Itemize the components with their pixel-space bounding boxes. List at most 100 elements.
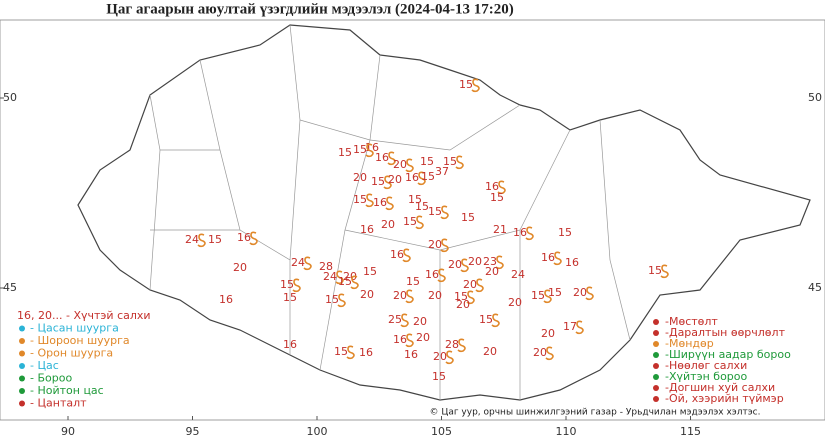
wind-label: 15	[280, 278, 294, 291]
legend-symbol	[653, 319, 659, 325]
dust-storm-symbol	[440, 238, 449, 253]
wind-label: 16	[219, 293, 233, 306]
wind-label: 20	[573, 286, 587, 299]
dust-storm-symbol	[292, 278, 301, 293]
legend-label: - Орон шуурга	[30, 347, 113, 360]
legend-symbol	[653, 374, 659, 380]
dust-storm-symbol	[437, 268, 446, 283]
wind-label: 28	[319, 260, 333, 273]
dust-storm-symbol	[417, 171, 426, 186]
wind-label: 23	[483, 255, 497, 268]
wind-label: 20	[428, 238, 442, 251]
wind-label: 15	[403, 215, 417, 228]
wind-label: 20	[413, 315, 427, 328]
wind-label: 20	[393, 289, 407, 302]
legend-label: 16, 20... - Хүчтэй салхи	[17, 309, 151, 322]
wind-label: 15	[338, 275, 352, 288]
wind-label: 15	[428, 205, 442, 218]
wind-label: 15	[558, 226, 572, 239]
lon-tick-label: 95	[186, 425, 200, 438]
wind-label: 20	[393, 158, 407, 171]
dust-storm-symbol	[405, 158, 414, 173]
lon-tick-label: 90	[61, 425, 75, 438]
wind-label: 16	[360, 223, 374, 236]
wind-label: 15	[443, 155, 457, 168]
legend-symbol	[19, 325, 25, 332]
dust-storm-symbol	[365, 143, 374, 158]
dust-storm-symbol	[585, 286, 594, 301]
dust-storm-symbol	[440, 205, 449, 220]
dust-storm-symbol	[402, 248, 411, 263]
wind-label: 20	[388, 173, 402, 186]
legend-symbol	[653, 341, 659, 347]
dust-storm-symbol	[553, 251, 562, 266]
legend-symbol	[19, 375, 25, 382]
lon-tick-label: 100	[307, 425, 328, 438]
wind-label: 37	[435, 165, 449, 178]
wind-label: 16	[485, 180, 499, 193]
wind-label: 15	[648, 264, 662, 277]
wind-label: 20	[343, 270, 357, 283]
wind-label: 20	[360, 288, 374, 301]
dust-storm-symbol	[660, 264, 669, 279]
wind-label: 24	[511, 268, 525, 281]
dust-storm-symbol	[575, 320, 584, 335]
wind-label: 15	[454, 290, 468, 303]
legend-label: - Цасан шуурга	[30, 322, 119, 335]
wind-label: 15	[353, 143, 367, 156]
lon-tick-label: 115	[680, 425, 701, 438]
wind-label: 16	[359, 346, 373, 359]
legend-symbol	[653, 385, 659, 391]
wind-label: 20	[508, 296, 522, 309]
dust-storm-symbol	[383, 175, 392, 190]
dust-storm-symbol	[350, 275, 359, 290]
dust-storm-symbol	[405, 289, 414, 304]
lon-tick-label: 105	[431, 425, 452, 438]
dust-storm-symbol	[197, 233, 206, 248]
wind-label: 20	[381, 218, 395, 231]
credit: © Цаг уур, орчны шинжилгээний газар - Ур…	[429, 408, 760, 418]
wind-label: 16	[405, 171, 419, 184]
wind-label: 20	[353, 171, 367, 184]
wind-label: 20	[428, 289, 442, 302]
legend-label: -Ширүүн аадар бороо	[665, 348, 791, 361]
dust-storm-symbol	[460, 258, 469, 273]
legend-symbol	[19, 400, 25, 407]
dust-storm-symbol	[387, 151, 396, 166]
wind-label: 16	[373, 196, 387, 209]
dust-storm-symbol	[525, 226, 534, 241]
wind-label: 15	[531, 289, 545, 302]
dust-storm-symbol	[335, 270, 344, 285]
wind-label: 15	[353, 193, 367, 206]
legend-symbol	[19, 363, 25, 369]
wind-label: 15	[283, 291, 297, 304]
wind-label: 15	[415, 200, 429, 213]
wind-label: 16	[393, 333, 407, 346]
wind-label: 15	[325, 293, 339, 306]
wind-label: 15	[371, 175, 385, 188]
legend-label: - Нойтон цас	[30, 384, 104, 397]
wind-label: 16	[513, 226, 527, 239]
dust-storm-symbol	[491, 313, 500, 328]
dust-storm-symbol	[385, 196, 394, 211]
dust-storm-symbol	[495, 255, 504, 270]
legend-label: - Бороо	[30, 372, 72, 385]
wind-label: 21	[493, 223, 507, 236]
wind-label: 20	[468, 255, 482, 268]
legend-symbol	[653, 330, 659, 336]
wind-label: 15	[334, 345, 348, 358]
wind-label: 20	[416, 331, 430, 344]
wind-label: 20	[433, 350, 447, 363]
legend-symbol	[19, 338, 25, 344]
legend-label: -Догшин хуй салхи	[665, 381, 775, 394]
legend-label: -Ой, хээрийн түймэр	[665, 392, 784, 405]
legend-label: - Цас	[30, 359, 59, 372]
wind-label: 28	[445, 338, 459, 351]
lat-tick-label: 45	[808, 281, 822, 294]
legend-label: - Цанталт	[30, 397, 87, 410]
dust-storm-symbol	[543, 289, 552, 304]
wind-label: 24	[185, 233, 199, 246]
wind-label: 20	[463, 278, 477, 291]
wind-label: 16	[237, 231, 251, 244]
